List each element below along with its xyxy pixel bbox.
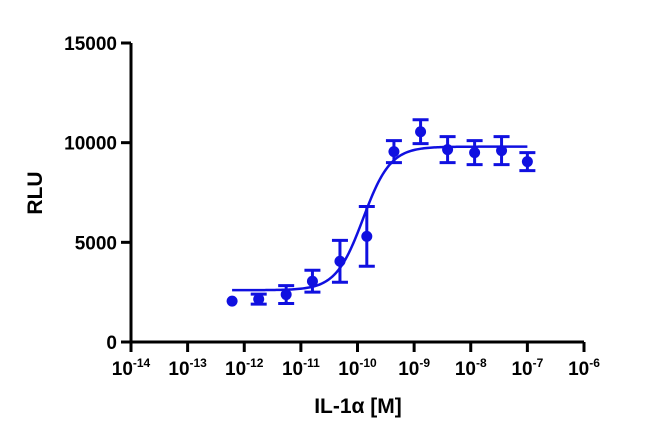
y-ticks: 0 5000 10000 15000 [64,34,131,354]
y-axis-title: RLU [24,171,47,214]
data-point [361,230,373,242]
x-ticks: 10-14 10-13 10-12 10-11 10-10 10-9 10-8 10-7 10-… [112,342,600,380]
y-tick-label: 0 [106,333,117,354]
x-tick-label: 10-6 [568,356,600,380]
data-point [226,295,238,307]
x-axis-title: IL-1α [M] [314,395,402,418]
data-point [496,145,508,157]
data-point [388,146,400,158]
data-point [280,289,292,301]
data-point [253,293,265,305]
data-point [442,144,454,156]
data-point [521,156,533,168]
fit-curve [232,145,528,292]
data-point [306,275,318,287]
data-point [469,147,481,159]
y-tick-label: 5000 [75,233,117,254]
y-tick-label: 10000 [64,134,117,155]
x-tick-label: 10-14 [112,356,151,380]
x-tick-label: 10-12 [225,356,264,380]
x-tick-label: 10-8 [455,356,487,380]
data-point [415,126,427,138]
data-point [334,255,346,267]
x-tick-label: 10-10 [338,356,377,380]
fit-layer [232,145,528,292]
y-tick-label: 15000 [64,34,117,55]
x-tick-label: 10-9 [398,356,430,380]
data-points [226,126,533,307]
x-tick-label: 10-13 [168,356,207,380]
x-tick-label: 10-7 [511,356,543,380]
x-tick-label: 10-11 [282,356,320,380]
